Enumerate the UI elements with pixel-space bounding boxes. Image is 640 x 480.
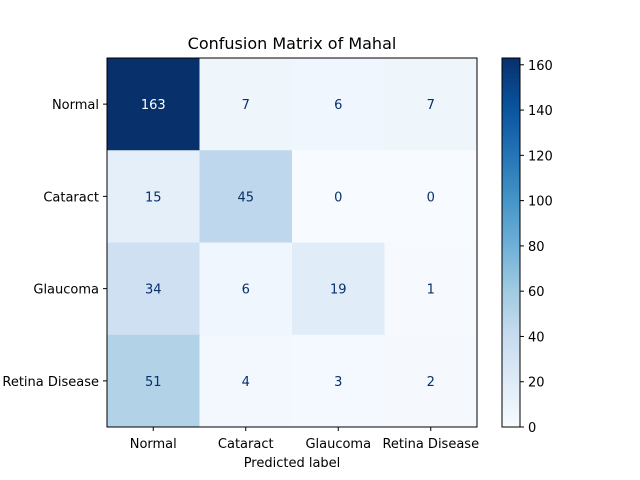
- cell-value-label: 15: [145, 190, 162, 205]
- heatmap-cell: [292, 150, 385, 243]
- colorbar-tick-label: 160: [528, 59, 553, 74]
- cell-value-label: 0: [427, 190, 435, 205]
- cell-value-label: 2: [427, 375, 435, 390]
- colorbar-tick-label: 60: [528, 285, 545, 300]
- cell-value-label: 6: [242, 283, 250, 298]
- x-tick-label: Cataract: [218, 437, 274, 452]
- heatmap-cell: [107, 58, 200, 151]
- heatmap-cell: [292, 334, 385, 428]
- cell-value-label: 3: [334, 375, 342, 390]
- heatmap-cell: [199, 334, 293, 428]
- heatmap-cell: [199, 242, 293, 336]
- cell-value-label: 4: [242, 375, 250, 390]
- cell-value-label: 7: [242, 98, 250, 113]
- colorbar-tick-label: 40: [528, 330, 545, 345]
- colorbar-tick-label: 20: [528, 376, 545, 391]
- heatmap-cell: [384, 58, 478, 151]
- heatmap-cell: [199, 58, 293, 151]
- colorbar: [501, 57, 521, 428]
- colorbar-axis: 0 20 40 60 80 100 120 140 160: [520, 59, 553, 436]
- cell-value-label: 0: [334, 190, 342, 205]
- cell-value-label: 7: [427, 98, 435, 113]
- cell-value-label: 1: [427, 283, 435, 298]
- chart-title: Confusion Matrix of Mahal: [188, 34, 397, 53]
- heatmap-cell: [107, 150, 200, 243]
- y-tick-label: Glaucoma: [33, 283, 99, 298]
- colorbar-tick-label: 120: [528, 149, 553, 164]
- cell-value-label: 51: [145, 375, 162, 390]
- heatmap-cell: [199, 150, 293, 243]
- colorbar-tick-label: 80: [528, 240, 545, 255]
- cell-value-label: 19: [330, 283, 347, 298]
- heatmap-cell: [292, 242, 385, 336]
- heatmap-cell: [292, 58, 385, 151]
- plot-frame: [106, 57, 478, 428]
- heatmap-cell: [107, 334, 200, 428]
- colorbar-tick-label: 140: [528, 104, 553, 119]
- cell-value-label: 34: [145, 283, 162, 298]
- y-axis: Normal Cataract Glaucoma Retina Disease: [2, 98, 107, 390]
- x-tick-label: Retina Disease: [382, 437, 479, 452]
- colorbar-tick-label: 100: [528, 195, 553, 210]
- x-axis: Normal Cataract Glaucoma Retina Disease: [130, 427, 479, 452]
- y-tick-label: Normal: [52, 98, 99, 113]
- cell-value-label: 6: [334, 98, 342, 113]
- x-axis-label: Predicted label: [244, 456, 341, 471]
- heatmap-cells: 163 7 6 7 15 45 0 0 34 6 19 1 51 4 3 2: [107, 58, 478, 428]
- y-tick-label: Cataract: [43, 190, 99, 205]
- cell-value-label: 163: [141, 98, 166, 113]
- heatmap-cell: [107, 242, 200, 336]
- y-tick-label: Retina Disease: [2, 375, 99, 390]
- heatmap-cell: [384, 150, 478, 243]
- heatmap-cell: [384, 242, 478, 336]
- x-tick-label: Normal: [130, 437, 177, 452]
- heatmap-cell: [384, 334, 478, 428]
- x-tick-label: Glaucoma: [305, 437, 371, 452]
- colorbar-tick-label: 0: [528, 421, 536, 436]
- cell-value-label: 45: [237, 190, 254, 205]
